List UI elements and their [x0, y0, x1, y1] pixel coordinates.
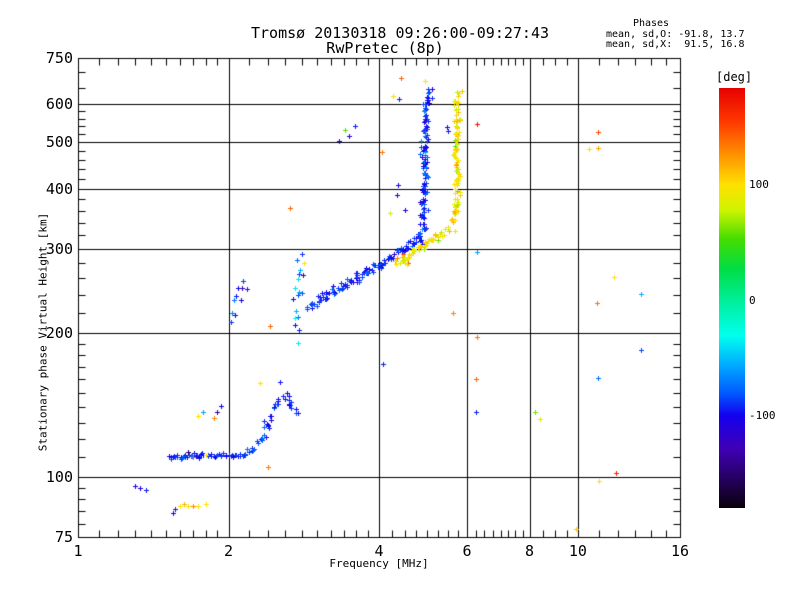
- phase-stats-o-mode: mean, sd,O: -91.8, 13.7: [606, 29, 745, 40]
- y-tick-label: 100: [45, 468, 73, 487]
- x-tick-label: 16: [670, 542, 690, 560]
- colorbar-tick-label: -100: [749, 409, 776, 423]
- y-tick-label: 200: [45, 323, 73, 342]
- phase-stats-title: Phases: [632, 18, 670, 29]
- colorbar-unit-label: [deg]: [716, 70, 753, 84]
- y-tick-label: 75: [54, 528, 73, 546]
- x-tick-label: 10: [568, 542, 587, 560]
- x-tick-label: 4: [374, 542, 384, 560]
- chart-subtitle: RwPretec (8p): [326, 39, 444, 57]
- x-tick-label: 6: [462, 542, 472, 560]
- y-tick-label: 750: [45, 49, 73, 67]
- y-tick-label: 500: [45, 133, 73, 152]
- colorbar-tick-label: 100: [749, 178, 769, 192]
- y-tick-label: 300: [45, 239, 73, 258]
- x-tick-label: 2: [223, 542, 234, 560]
- y-tick-label: 600: [45, 95, 73, 114]
- x-tick-label: 1: [73, 542, 83, 560]
- y-tick-label: 400: [45, 179, 73, 198]
- x-axis-title: Frequency [MHz]: [329, 557, 429, 570]
- colorbar-gradient: [719, 88, 745, 508]
- colorbar-tick-label: 0: [749, 293, 756, 307]
- phase-stats-x-mode: mean, sd,X: 91.5, 16.8: [606, 39, 745, 50]
- chart-title: Tromsø 20130318 09:26:00-09:27:43: [250, 24, 550, 42]
- x-tick-label: 8: [524, 542, 535, 560]
